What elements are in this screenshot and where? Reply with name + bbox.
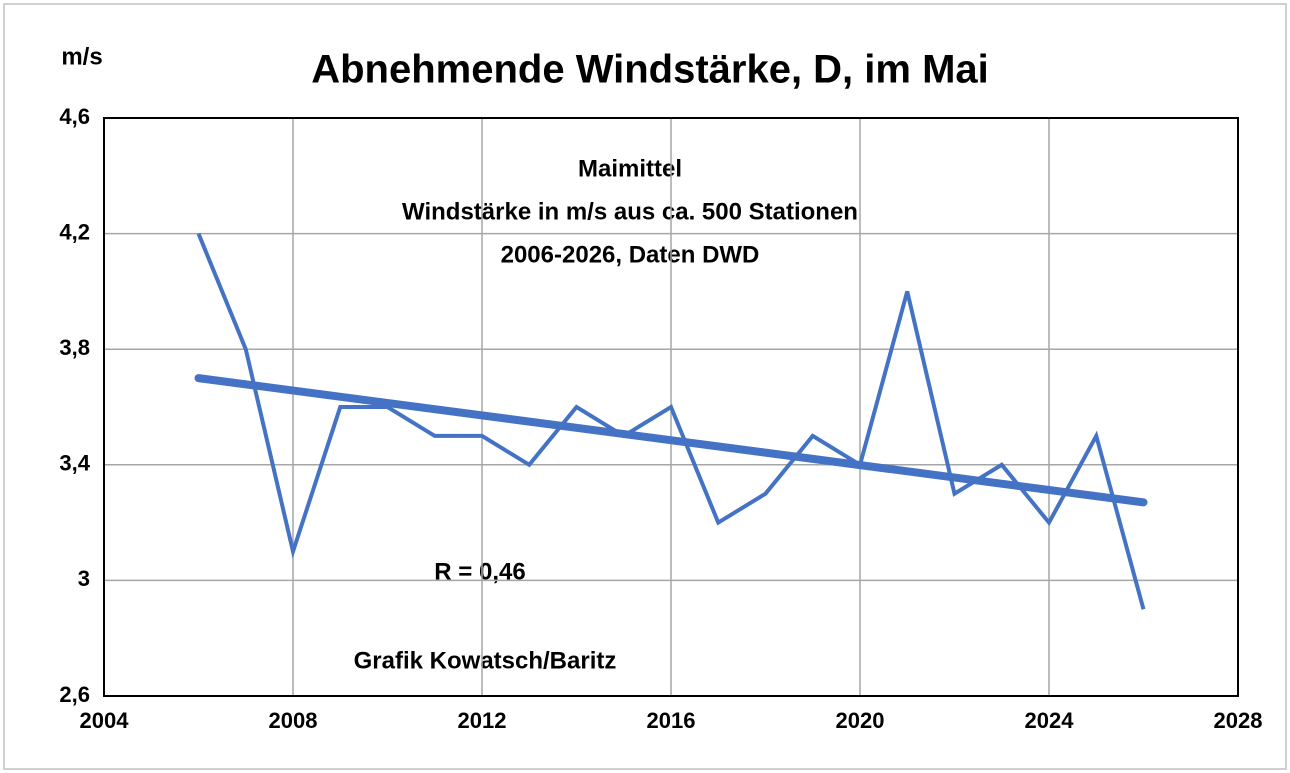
y-axis-label: m/s (61, 43, 102, 70)
y-tick-label: 4,2 (59, 219, 90, 244)
x-tick-label: 2020 (836, 708, 885, 733)
plot-border (103, 117, 1239, 697)
x-tick-label: 2024 (1025, 708, 1075, 733)
trend-line (194, 374, 1148, 507)
y-tick-label: 2,6 (59, 682, 90, 707)
chart-border (3, 3, 1287, 770)
y-tick-label: 4,6 (59, 104, 90, 129)
x-tick-label: 2012 (458, 708, 507, 733)
x-tick-label: 2008 (269, 708, 318, 733)
data-line (196, 232, 1146, 610)
r-label: R = 0,46 (434, 558, 525, 585)
annotation: Maimittel (578, 155, 682, 182)
chart-title: Abnehmende Windstärke, D, im Mai (311, 48, 989, 92)
x-tick-label: 2028 (1214, 708, 1263, 733)
x-tick-label: 2016 (647, 708, 696, 733)
y-tick-label: 3,4 (59, 451, 90, 476)
credit: Grafik Kowatsch/Baritz (354, 647, 617, 674)
annotation: 2006-2026, Daten DWD (501, 241, 760, 268)
y-tick-label: 3 (78, 566, 90, 591)
annotation: Windstärke in m/s aus ca. 500 Stationen (402, 198, 858, 225)
x-tick-label: 2004 (80, 708, 130, 733)
y-tick-label: 3,8 (59, 335, 90, 360)
